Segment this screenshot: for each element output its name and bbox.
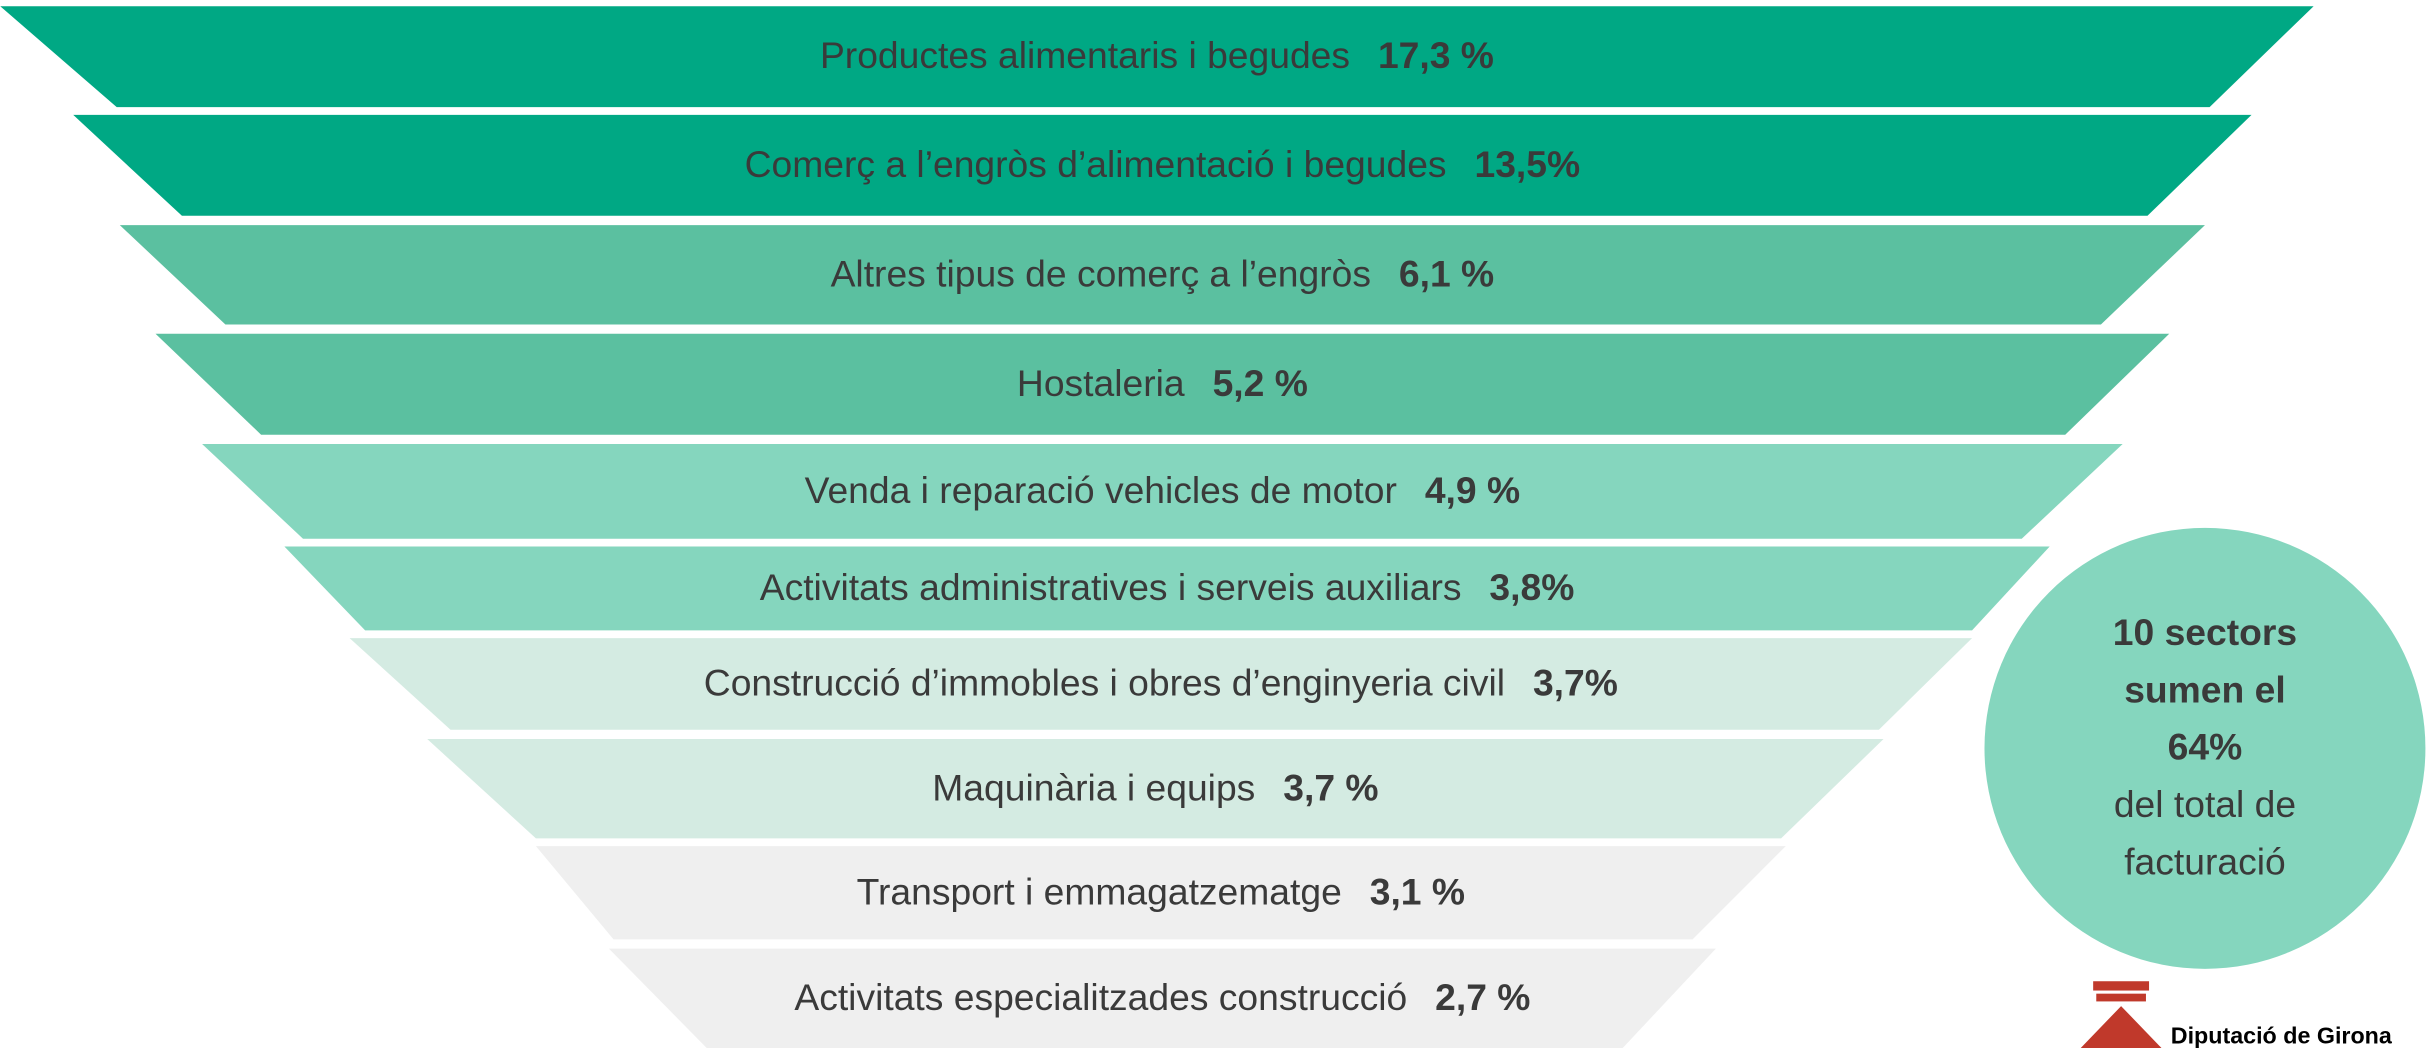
row-text: Construcció d’immobles i obres d’enginye…	[704, 661, 1618, 703]
callout-bold: 10 sectors	[2113, 611, 2297, 653]
row-value: 17,3 %	[1378, 34, 1494, 76]
row-label: Transport i emmagatzematge	[857, 870, 1342, 912]
row-label: Altres tipus de comerç a l’engròs	[831, 252, 1371, 294]
callout-bold: sumen el	[2124, 668, 2285, 710]
row-value: 3,7%	[1533, 661, 1618, 703]
row-value: 4,9 %	[1425, 469, 1520, 511]
funnel-row	[608, 948, 1716, 1048]
row-label: Construcció d’immobles i obres d’enginye…	[704, 661, 1505, 703]
row-text: Altres tipus de comerç a l’engròs 6,1 %	[831, 252, 1495, 294]
callout-circle	[1984, 527, 2426, 969]
row-value: 3,7 %	[1283, 766, 1378, 808]
row-value: 13,5%	[1475, 143, 1581, 185]
row-text: Transport i emmagatzematge 3,1 %	[857, 870, 1465, 912]
row-label: Hostaleria	[1017, 362, 1185, 404]
row-text: Comerç a l’engròs d’alimentació i begude…	[745, 143, 1580, 185]
row-value: 5,2 %	[1213, 362, 1308, 404]
row-label: Activitats especialitzades construcció	[794, 976, 1407, 1018]
logo-text: Diputació de Girona	[2171, 1022, 2393, 1048]
row-text: Hostaleria 5,2 %	[1017, 362, 1308, 404]
callout-line: facturació	[2124, 841, 2285, 883]
row-value: 6,1 %	[1399, 252, 1494, 294]
row-label: Venda i reparació vehicles de motor	[805, 469, 1397, 511]
row-text: Activitats administratives i serveis aux…	[760, 566, 1575, 608]
row-value: 3,8%	[1489, 566, 1574, 608]
row-text: Productes alimentaris i begudes 17,3 %	[820, 34, 1494, 76]
funnel-row	[119, 225, 2205, 325]
callout-line: del total de	[2114, 783, 2296, 825]
row-value: 2,7 %	[1435, 976, 1530, 1018]
funnel-row	[202, 444, 2123, 539]
funnel-row	[155, 333, 2170, 435]
callout-bold: 64%	[2168, 726, 2243, 768]
logo-icon	[2080, 981, 2162, 1048]
row-value: 3,1 %	[1370, 870, 1465, 912]
row-label: Maquinària i equips	[932, 766, 1255, 808]
row-label: Comerç a l’engròs d’alimentació i begude…	[745, 143, 1447, 185]
funnel-row	[535, 846, 1786, 940]
funnel-row	[284, 546, 2050, 631]
funnel-row	[427, 739, 1884, 839]
row-text: Maquinària i equips 3,7 %	[932, 766, 1378, 808]
row-text: Venda i reparació vehicles de motor 4,9 %	[805, 469, 1520, 511]
row-label: Productes alimentaris i begudes	[820, 34, 1350, 76]
funnel-row	[349, 638, 1973, 730]
row-text: Activitats especialitzades construcció 2,…	[794, 976, 1530, 1018]
funnel-row	[0, 6, 2314, 108]
funnel-row	[73, 114, 2252, 216]
row-label: Activitats administratives i serveis aux…	[760, 566, 1462, 608]
